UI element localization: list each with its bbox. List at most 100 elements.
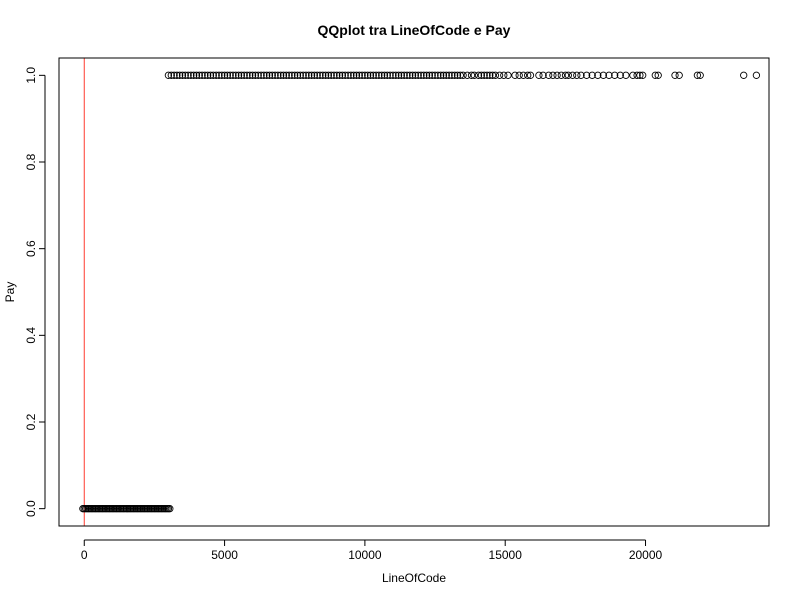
data-point [408, 71, 417, 79]
data-point [358, 71, 366, 79]
data-point [568, 71, 577, 79]
data-point [588, 71, 596, 79]
data-point [400, 71, 408, 79]
data-point [176, 71, 184, 79]
data-point [519, 71, 528, 79]
data-point [265, 71, 274, 79]
data-point [394, 71, 403, 79]
data-point [274, 71, 282, 79]
data-point [201, 71, 209, 79]
y-axis-label: Pay [3, 282, 17, 303]
data-point [192, 71, 201, 79]
plot-area: 0 5000 10000 15000 20000 0.0 0.2 0.4 0.6 0.8 1.0 [24, 57, 770, 562]
data-point [420, 71, 428, 79]
data-point [491, 71, 500, 79]
data-point [310, 71, 319, 79]
data-point [434, 71, 442, 79]
data-point [271, 71, 279, 79]
data-point [477, 71, 486, 79]
data-point [564, 71, 572, 79]
data-point [229, 71, 237, 79]
data-point [553, 71, 561, 79]
data-point [173, 71, 181, 79]
data-point [344, 71, 352, 79]
data-point [417, 71, 425, 79]
data-point [386, 71, 394, 79]
data-point [321, 71, 330, 79]
data-point [616, 71, 624, 79]
data-point [257, 71, 265, 79]
data-point [263, 71, 271, 79]
data-point [181, 71, 189, 79]
data-point [439, 71, 448, 79]
data-point [333, 71, 341, 79]
data-point [285, 71, 293, 79]
data-point [535, 71, 543, 79]
data-point [212, 71, 220, 79]
data-point [582, 71, 591, 79]
data-point [437, 71, 445, 79]
data-point [451, 71, 459, 79]
data-point [411, 71, 420, 79]
data-point [480, 71, 488, 79]
data-point [392, 71, 400, 79]
data-point [397, 71, 406, 79]
data-point [347, 71, 355, 79]
data-point [313, 71, 321, 79]
data-point [573, 71, 581, 79]
data-point [511, 71, 519, 79]
x-tick-label: 20000 [629, 548, 663, 562]
y-tick-label: 0.8 [24, 153, 38, 170]
data-point [515, 71, 523, 79]
data-point [372, 71, 380, 79]
data-point [594, 71, 602, 79]
data-point [545, 71, 553, 79]
data-point [316, 71, 324, 79]
data-point [307, 71, 316, 79]
data-point [629, 71, 637, 79]
data-point [375, 71, 383, 79]
data-point [605, 71, 613, 79]
data-point [166, 505, 174, 513]
data-point [752, 71, 761, 79]
data-point [364, 71, 372, 79]
data-point [167, 71, 175, 79]
data-point [237, 71, 246, 79]
data-point [223, 71, 232, 79]
data-point [495, 71, 504, 79]
data-point [539, 71, 547, 79]
data-point [282, 71, 290, 79]
data-point [740, 71, 748, 79]
data-point [599, 71, 608, 79]
data-point [209, 71, 217, 79]
data-point [639, 71, 647, 79]
data-point [341, 71, 349, 79]
data-point [296, 71, 304, 79]
data-point [633, 71, 641, 79]
data-point [319, 71, 327, 79]
data-point [335, 71, 344, 79]
y-tick-label: 1.0 [24, 67, 38, 84]
data-point [240, 71, 248, 79]
data-point [234, 71, 243, 79]
data-point [187, 71, 195, 79]
data-point [431, 71, 439, 79]
data-point [170, 71, 178, 79]
data-point [696, 71, 704, 79]
data-point [488, 71, 497, 79]
data-point [526, 71, 535, 79]
data-point [654, 71, 662, 79]
data-point [206, 71, 215, 79]
data-point [622, 71, 630, 79]
data-point [414, 71, 422, 79]
data-point [557, 71, 565, 79]
data-point [453, 71, 462, 79]
x-axis-label: LineOfCode [382, 571, 446, 585]
data-point [277, 71, 285, 79]
data-point [198, 71, 206, 79]
data-point [389, 71, 397, 79]
data-point [486, 71, 494, 79]
data-point [330, 71, 338, 79]
data-point [561, 71, 570, 79]
plot-frame [58, 57, 770, 527]
